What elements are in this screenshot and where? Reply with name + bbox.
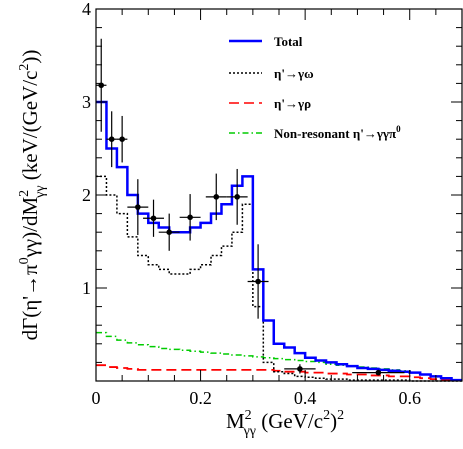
data-point-marker [375, 369, 382, 376]
data-point-marker [297, 366, 303, 372]
data-point-marker [213, 194, 220, 200]
y-axis-title: dΓ(η'→π0γγ)/dM2γγ (keV/(GeV/c2)) [17, 50, 48, 341]
histogram-layer [96, 100, 462, 382]
data-point [284, 364, 316, 374]
data-point [205, 173, 227, 221]
data-point-marker [108, 136, 115, 142]
data-point [116, 115, 128, 163]
legend-label-total: Total [274, 34, 303, 49]
series-line-3 [96, 331, 462, 381]
data-point [96, 38, 107, 132]
y-tick-label: 4 [82, 0, 91, 19]
data-point-marker [234, 194, 240, 200]
axis-ticks [95, 8, 463, 382]
data-point-marker [135, 204, 141, 210]
plot-frame [95, 8, 463, 382]
data-point-marker [119, 136, 125, 142]
data-points-layer [96, 38, 405, 376]
y-tick-label: 3 [82, 92, 91, 112]
data-point [352, 369, 405, 376]
x-axis-title: M2 γγ (GeV/c2)2 [226, 408, 344, 439]
data-point-marker [150, 215, 157, 222]
y-tick-label: 1 [82, 278, 91, 298]
legend-label-non-resonant: Non-resonant η'→γγπ0 [274, 124, 401, 141]
legend-label-gamma-rho: η'→γρ [274, 96, 311, 111]
data-point [143, 199, 164, 237]
y-tick-label: 2 [82, 185, 91, 205]
data-point [247, 244, 269, 319]
x-tick-label: 0.6 [398, 388, 421, 408]
x-tick-label: 0 [92, 388, 101, 408]
legend: Total η'→γω η'→γρ Non-resonant η'→γγπ0 [229, 34, 401, 141]
data-point [179, 194, 201, 241]
series-line-0 [96, 100, 462, 382]
data-point-marker [187, 214, 193, 221]
x-tick-label: 0.4 [294, 388, 317, 408]
data-point [158, 213, 180, 251]
data-point [106, 111, 117, 168]
data-point-marker [255, 278, 261, 285]
legend-label-gamma-omega: η'→γω [274, 66, 314, 81]
series-line-1 [96, 175, 462, 382]
data-point-marker [166, 229, 172, 235]
data-point [226, 168, 248, 225]
tick-labels: 0 0.2 0.4 0.6 1 2 3 4 [82, 0, 421, 408]
x-tick-label: 0.2 [189, 388, 212, 408]
data-point [127, 179, 149, 235]
